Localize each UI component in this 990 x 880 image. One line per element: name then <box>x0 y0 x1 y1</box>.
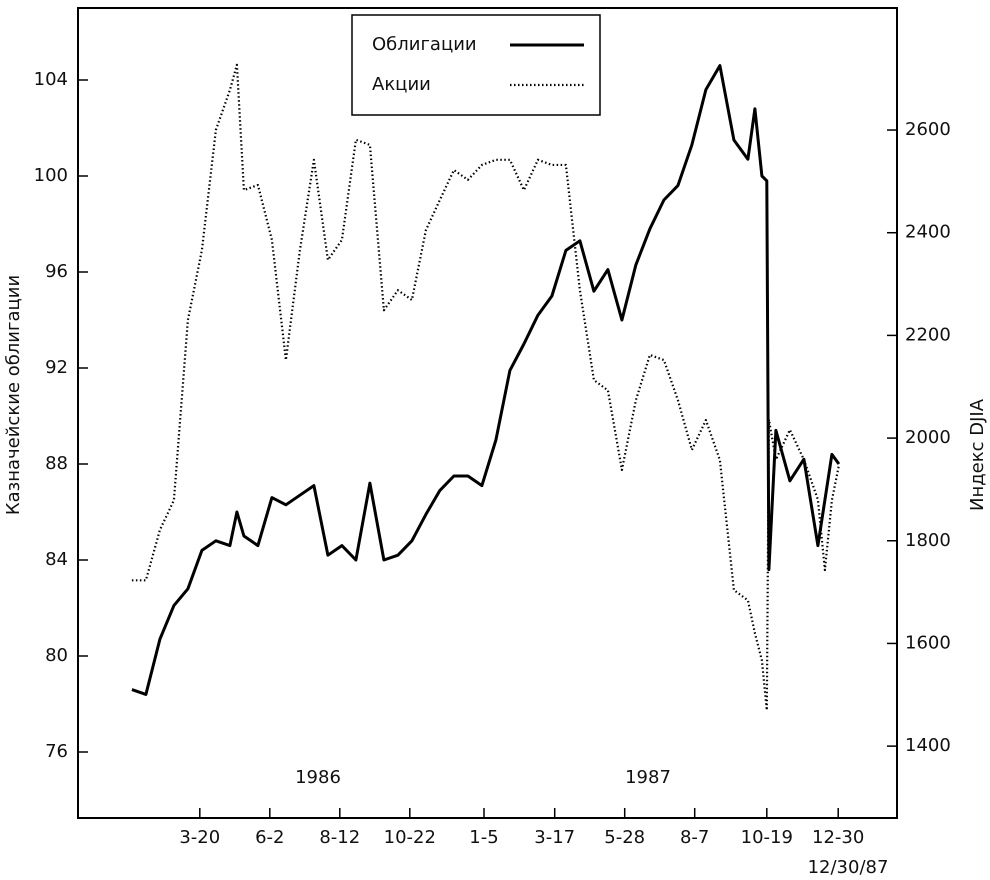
y-tick-label: 100 <box>34 165 68 186</box>
x-tick-label: 10-22 <box>384 827 436 848</box>
y-tick-label: 80 <box>45 645 68 666</box>
legend-box <box>351 14 601 116</box>
x-tick-label: 3-17 <box>534 827 575 848</box>
x-tick-label: 6-2 <box>255 827 284 848</box>
y2-tick-label: 2600 <box>905 119 951 140</box>
x-tick-label: 12-30 <box>812 827 864 848</box>
y2-tick-label: 1400 <box>905 735 951 756</box>
y2-tick-label: 2400 <box>905 222 951 243</box>
y2-tick-label: 2000 <box>905 427 951 448</box>
legend-label: Облигации <box>372 34 477 55</box>
y-axis-label: Казначейские облигации <box>3 275 24 515</box>
annotation: 1987 <box>625 767 671 788</box>
y2-tick-label: 2200 <box>905 324 951 345</box>
y2-tick-label: 1600 <box>905 632 951 653</box>
y-tick-label: 92 <box>45 357 68 378</box>
series-line <box>131 64 841 696</box>
legend-label: Акции <box>372 74 431 95</box>
y-tick-label: 84 <box>45 549 68 570</box>
x-tick-label: 3-20 <box>179 827 220 848</box>
y-tick-label: 96 <box>45 261 68 282</box>
x-tick-label: 8-7 <box>680 827 709 848</box>
x-tick-label: 8-12 <box>319 827 360 848</box>
series-line <box>131 63 840 712</box>
annotation: 1986 <box>295 767 341 788</box>
y2-axis-label: Индекс DJIA <box>967 398 988 511</box>
y-tick-label: 76 <box>45 741 68 762</box>
annotation: 12/30/87 <box>808 857 889 878</box>
x-tick-label: 5-28 <box>604 827 645 848</box>
y-tick-label: 104 <box>34 69 68 90</box>
x-tick-label: 1-5 <box>469 827 498 848</box>
x-tick-label: 10-19 <box>741 827 793 848</box>
plot-frame <box>77 7 898 819</box>
y2-tick-label: 1800 <box>905 530 951 551</box>
y-tick-label: 88 <box>45 453 68 474</box>
